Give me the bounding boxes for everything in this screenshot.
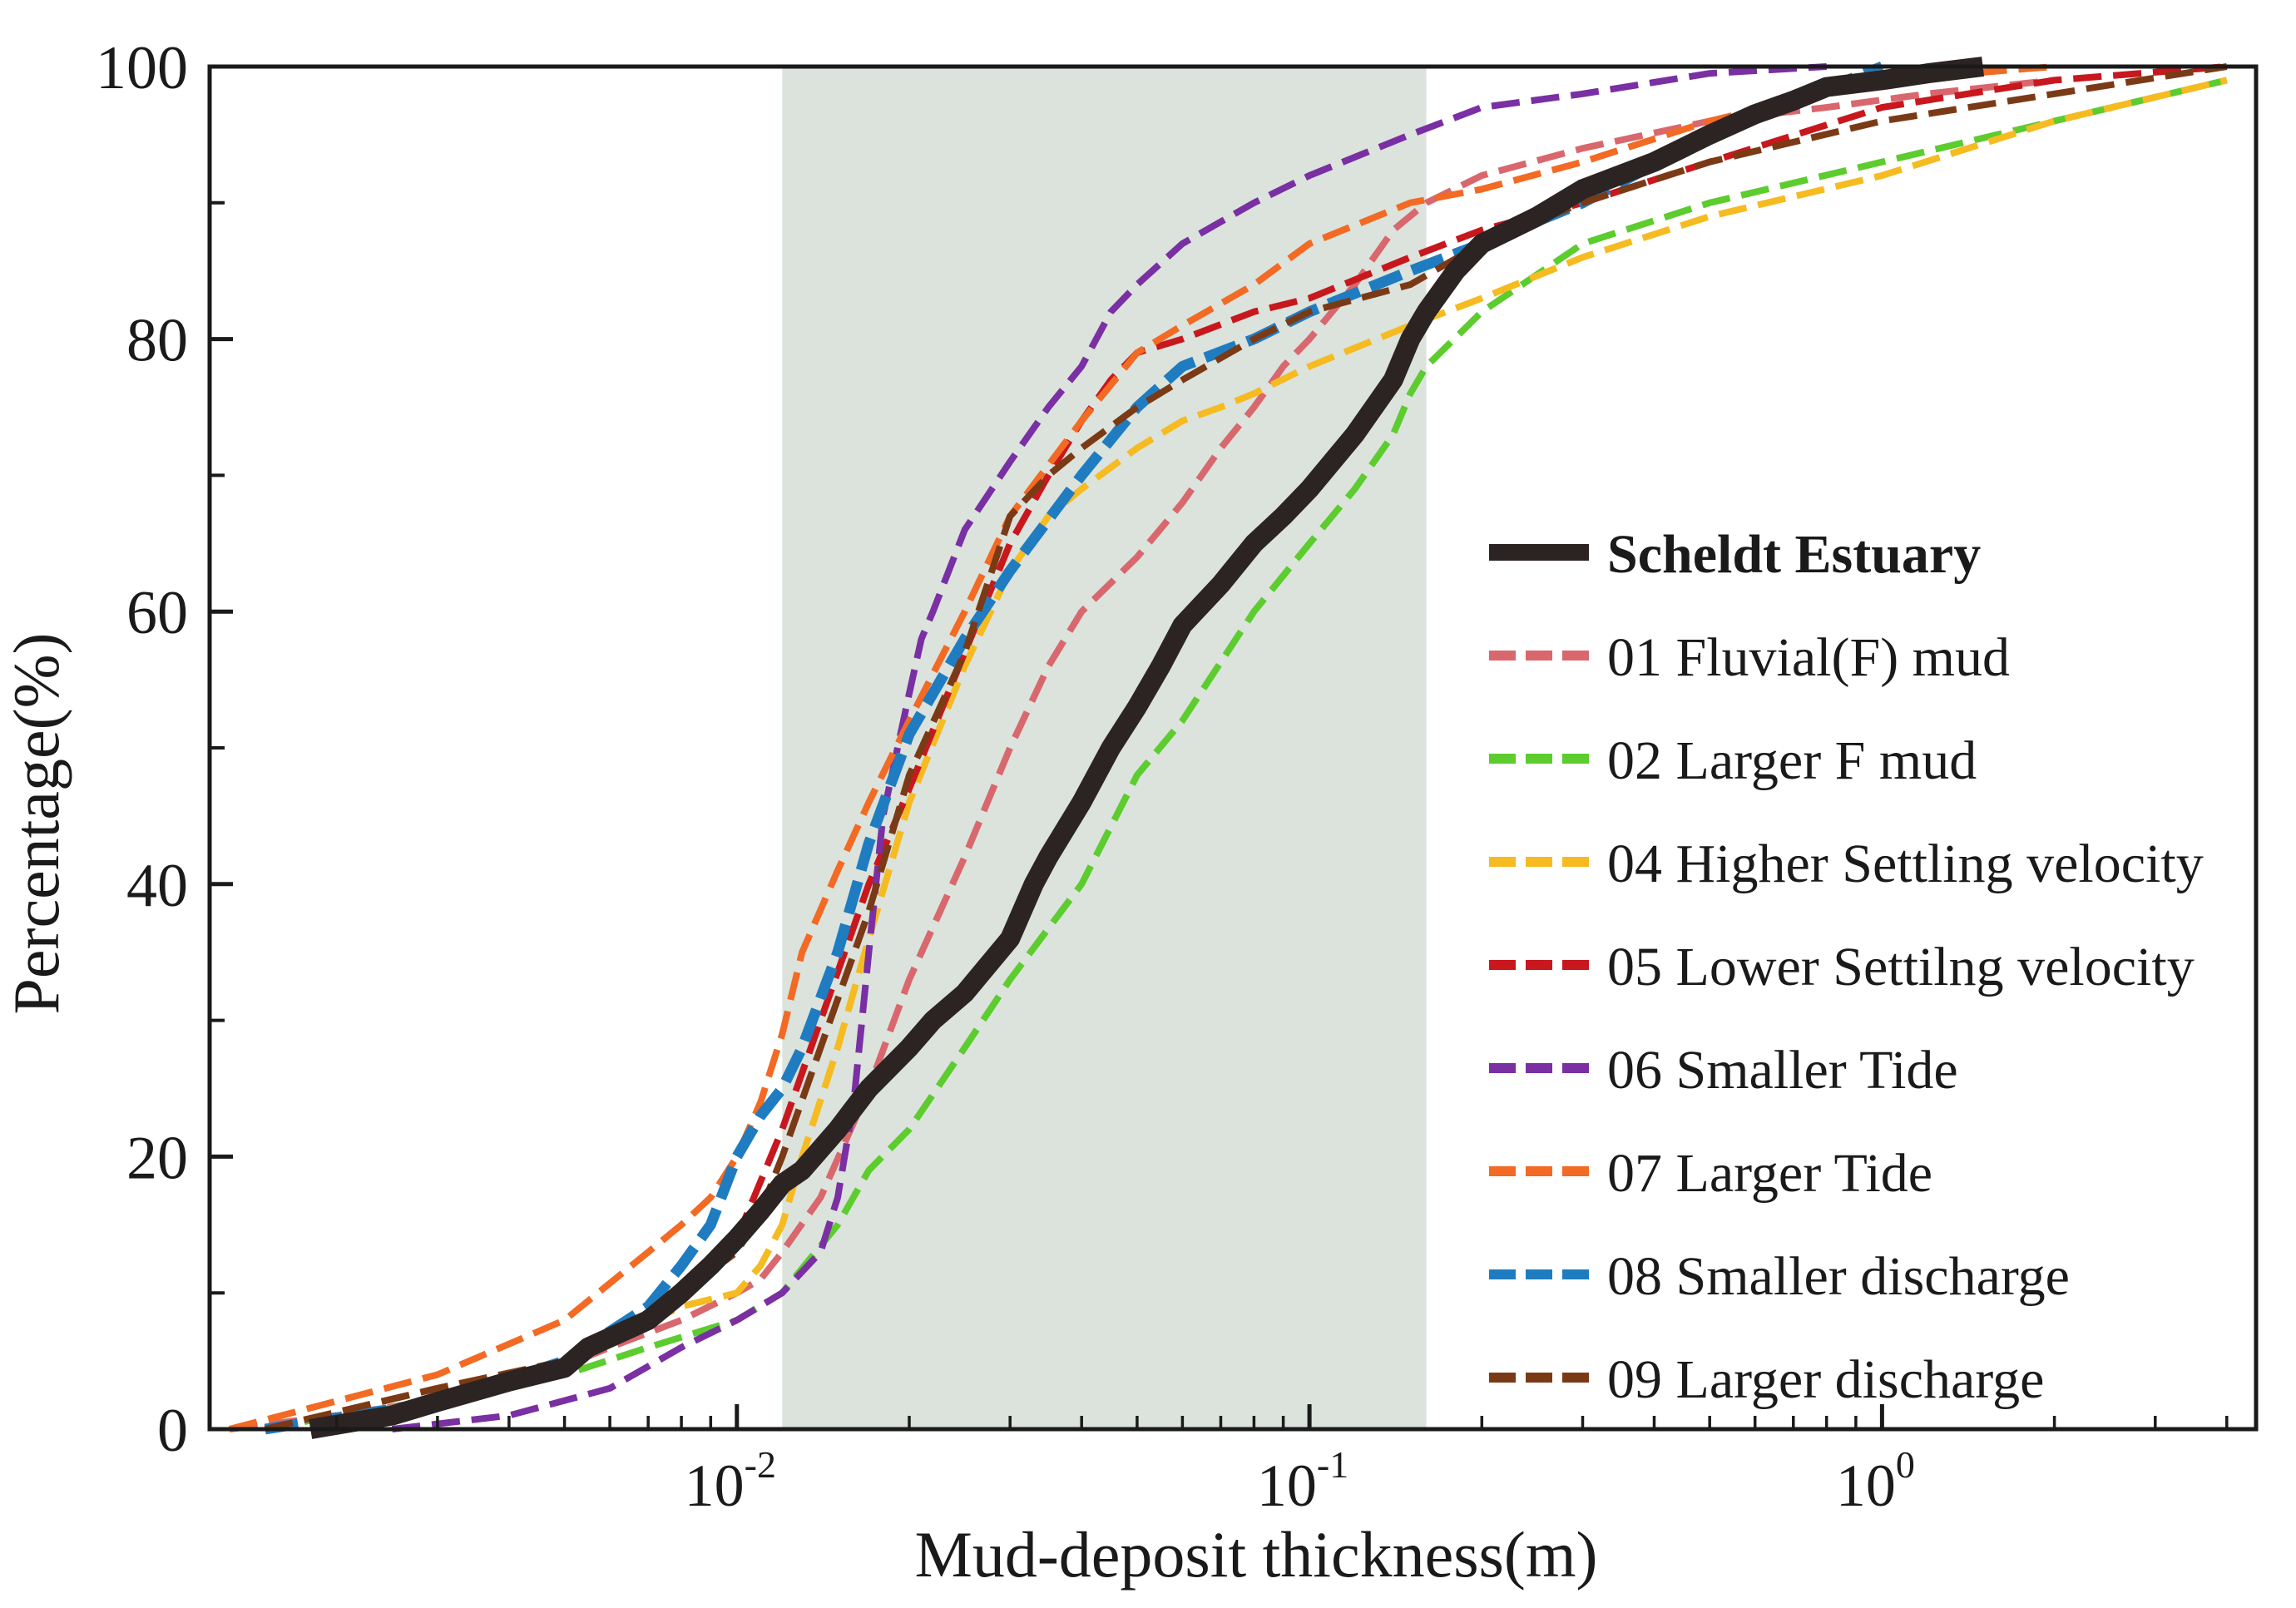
series-line-8 — [264, 63, 2228, 1432]
legend-label-3: 04 Higher Settling velocity — [1607, 834, 2204, 894]
series-layer — [228, 57, 2228, 1439]
y-tick-label-0: 0 — [157, 1397, 188, 1465]
legend: Scheldt Estuary 01 Fluvial(F) mud 02 Large… — [1489, 524, 2204, 1410]
y-tick-label-5: 100 — [96, 34, 188, 102]
y-tick-label-3: 60 — [126, 579, 188, 647]
y-tick-label-2: 40 — [126, 852, 188, 920]
legend-label-6: 07 Larger Tide — [1607, 1143, 1932, 1204]
legend-label-7: 08 Smaller discharge — [1607, 1246, 2070, 1307]
legend-label-8: 09 Larger discharge — [1607, 1349, 2044, 1410]
axis-layer: 0 20 40 60 80 100 10-2 10-1 100 — [96, 34, 2229, 1519]
y-axis-label: Percentage(%) — [0, 632, 72, 1014]
series-line-2 — [264, 77, 2228, 1432]
series-line-6 — [228, 63, 2055, 1432]
legend-label-1: 01 Fluvial(F) mud — [1607, 627, 2010, 688]
legend-label-2: 02 Larger F mud — [1607, 730, 1977, 791]
series-line-3 — [264, 77, 2228, 1432]
x-axis-label: Mud-deposit thickness(m) — [914, 1518, 1597, 1591]
y-tick-label-4: 80 — [126, 307, 188, 375]
x-tick-label-1: 10-1 — [1257, 1443, 1348, 1519]
series-line-5 — [391, 63, 1827, 1432]
legend-label-0: Scheldt Estuary — [1607, 524, 1981, 585]
legend-label-5: 06 Smaller Tide — [1607, 1040, 1958, 1101]
y-tick-label-1: 20 — [126, 1124, 188, 1192]
x-tick-label-2: 100 — [1836, 1443, 1915, 1519]
series-line-0 — [309, 57, 1985, 1439]
series-line-7 — [264, 61, 1884, 1435]
x-tick-label-0: 10-2 — [685, 1443, 776, 1519]
legend-label-4: 05 Lower Settilng velocity — [1607, 937, 2195, 997]
